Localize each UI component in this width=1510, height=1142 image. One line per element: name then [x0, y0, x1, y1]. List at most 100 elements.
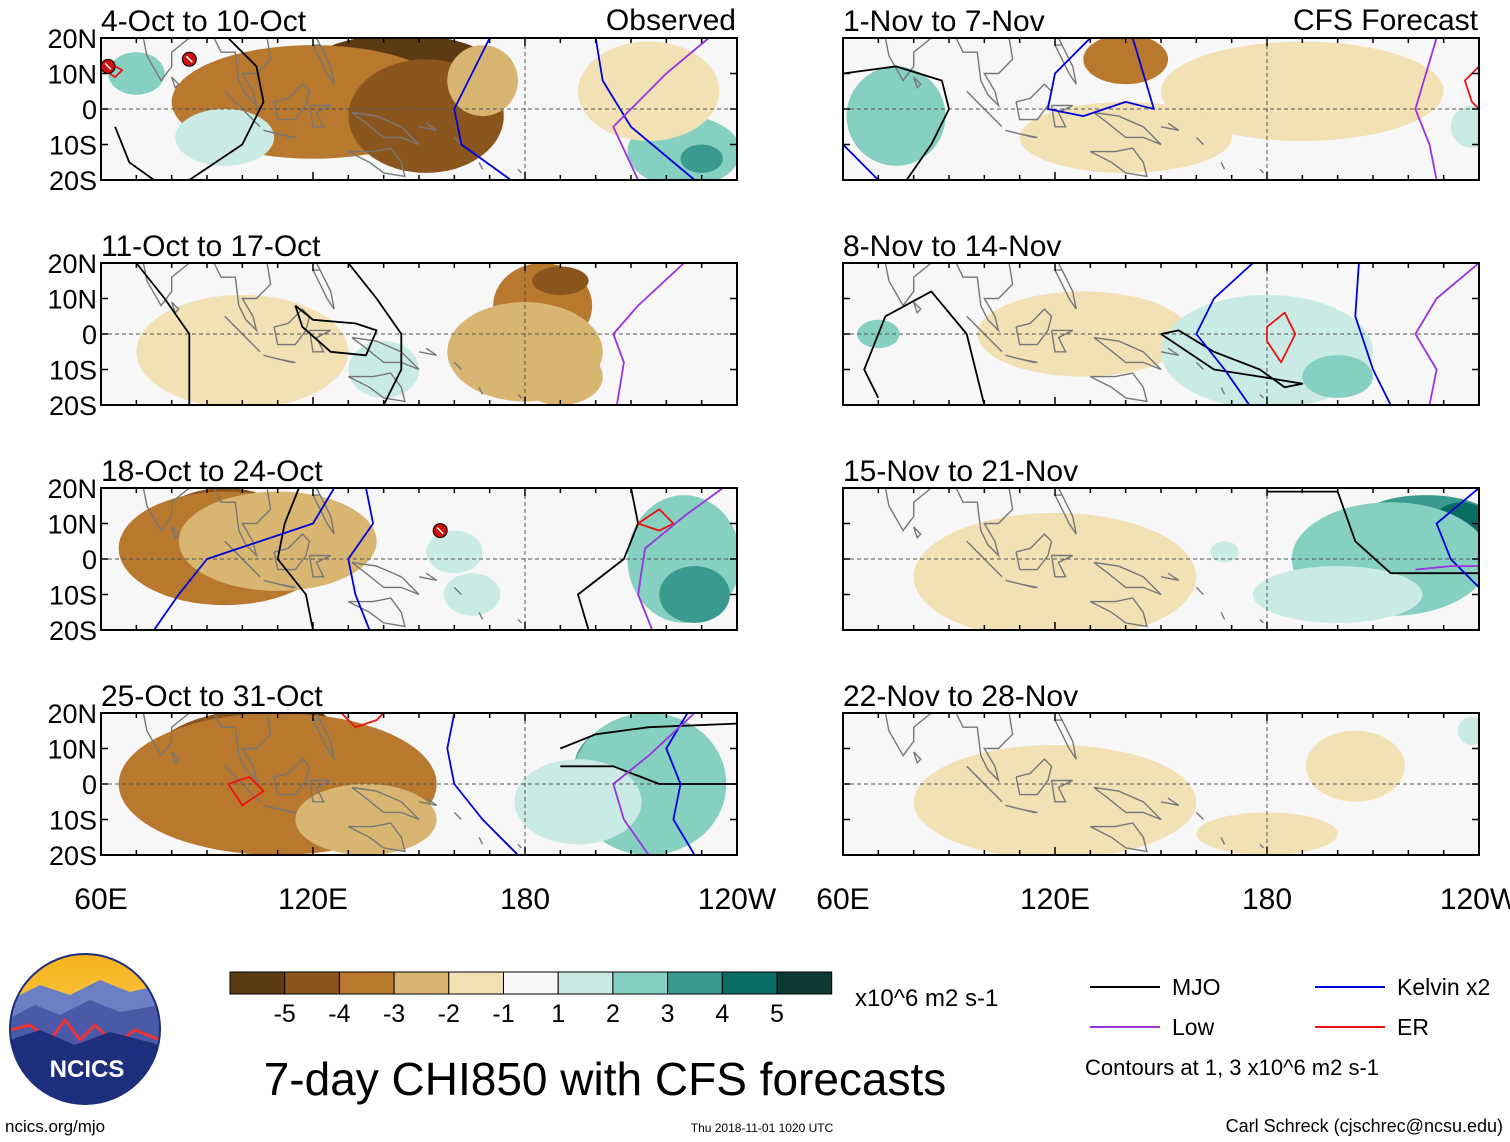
forecast-label: CFS Forecast	[1293, 4, 1479, 37]
coastline	[966, 540, 1003, 578]
coastline	[418, 572, 438, 581]
colorbar-label: -2	[438, 1000, 460, 1028]
y-tick-label: 10S	[49, 581, 97, 611]
coastline	[478, 836, 484, 845]
kelvin-contour	[665, 713, 696, 855]
x-tick-label: 60E	[816, 883, 869, 916]
coastline	[913, 76, 922, 89]
low-contour	[637, 488, 724, 630]
low-contour	[1415, 565, 1479, 571]
coastline	[955, 38, 1014, 108]
colorbar-label: -4	[328, 1000, 350, 1028]
tropical-storm-icon	[101, 58, 116, 74]
kelvin-contour	[1195, 263, 1254, 405]
coastline	[1050, 779, 1074, 803]
x-tick-label: 180	[1242, 883, 1292, 916]
coastline	[1160, 572, 1180, 581]
colorbar-label: 5	[770, 1000, 784, 1028]
anomaly-region	[1457, 716, 1479, 745]
panel-fc4: 22-Nov to 28-Nov 60E 120E 180 120W	[816, 680, 1510, 916]
kelvin-contour	[153, 488, 335, 630]
coastline	[1015, 533, 1053, 571]
coastline	[1160, 122, 1180, 131]
coastline	[453, 136, 462, 145]
panel-fc2: 8-Nov to 14-Nov	[842, 230, 1480, 406]
colorbar-swatch	[448, 971, 504, 995]
panel-title: 8-Nov to 14-Nov	[843, 230, 1061, 263]
colorbar-swatch	[721, 971, 778, 995]
anomaly-region	[1252, 566, 1423, 623]
mjo-contour	[135, 263, 191, 405]
coastline	[213, 713, 272, 783]
coastline	[351, 111, 420, 146]
kelvin-contour	[843, 143, 879, 180]
y-tick-label: 10S	[49, 131, 97, 161]
coastline	[1195, 586, 1204, 595]
coastline	[308, 329, 332, 353]
coastline	[1089, 597, 1148, 628]
coastline	[263, 579, 296, 589]
coastline	[308, 554, 332, 578]
coastline	[418, 797, 438, 806]
anomaly-region	[1083, 38, 1169, 85]
colorbar-label: 3	[661, 1000, 675, 1028]
y-tick-label: 0	[82, 545, 97, 575]
x-tick-label: 120W	[698, 883, 777, 916]
anomaly-region	[1210, 541, 1239, 563]
anomaly-region	[1450, 105, 1479, 149]
y-tick-label: 20S	[49, 391, 97, 421]
coastline	[1089, 147, 1148, 178]
anomaly-region	[1305, 730, 1405, 802]
contours-note: Contours at 1, 3 x10^6 m2 s-1	[1085, 1055, 1379, 1080]
coastline	[171, 526, 180, 540]
coastline	[517, 618, 522, 624]
coastline	[517, 393, 522, 399]
y-tick-label: 20S	[49, 166, 97, 196]
colorbar-label: -3	[383, 1000, 405, 1028]
y-tick-label: 20N	[47, 474, 97, 504]
anomaly-region	[517, 348, 603, 405]
coastline	[517, 168, 522, 174]
coastline	[315, 263, 321, 271]
coastline	[517, 843, 522, 849]
colorbar-swatch	[338, 971, 395, 995]
low-contour	[1414, 263, 1479, 405]
coastline	[1093, 336, 1162, 371]
anomaly-region	[443, 573, 501, 616]
y-tick-label: 20N	[47, 699, 97, 729]
er-contour	[637, 508, 675, 532]
coastline	[308, 104, 332, 128]
coastline	[171, 301, 180, 315]
anomaly-region	[532, 266, 589, 295]
coastline	[273, 308, 311, 346]
y-tick-label: 0	[82, 320, 97, 350]
coastline	[213, 38, 272, 108]
coastline	[955, 713, 1014, 783]
mjo-contour	[1267, 490, 1479, 575]
low-contour	[612, 713, 696, 855]
coastline	[213, 488, 272, 558]
mjo-contour	[114, 126, 155, 180]
anomaly-region	[680, 144, 723, 173]
coastline	[913, 526, 922, 540]
er-contour	[1266, 311, 1297, 364]
coastline	[884, 713, 932, 757]
coastline	[966, 90, 1003, 128]
coastline	[273, 533, 311, 571]
anomaly-region	[108, 52, 165, 95]
coastline	[478, 161, 484, 170]
colorbar-label: 1	[551, 1000, 565, 1028]
coastline	[273, 83, 311, 121]
coastline	[1050, 329, 1074, 353]
mjo-contour	[560, 765, 737, 785]
logo-text: NCICS	[50, 1056, 125, 1083]
legend: MJO Kelvin x2 Low ER	[1090, 974, 1490, 1040]
kelvin-contour	[594, 38, 696, 180]
mjo-contour	[294, 304, 378, 357]
legend-label: Low	[1172, 1014, 1215, 1040]
coastline	[1093, 561, 1162, 596]
anomaly-region	[659, 566, 730, 623]
coastline	[1220, 611, 1226, 620]
